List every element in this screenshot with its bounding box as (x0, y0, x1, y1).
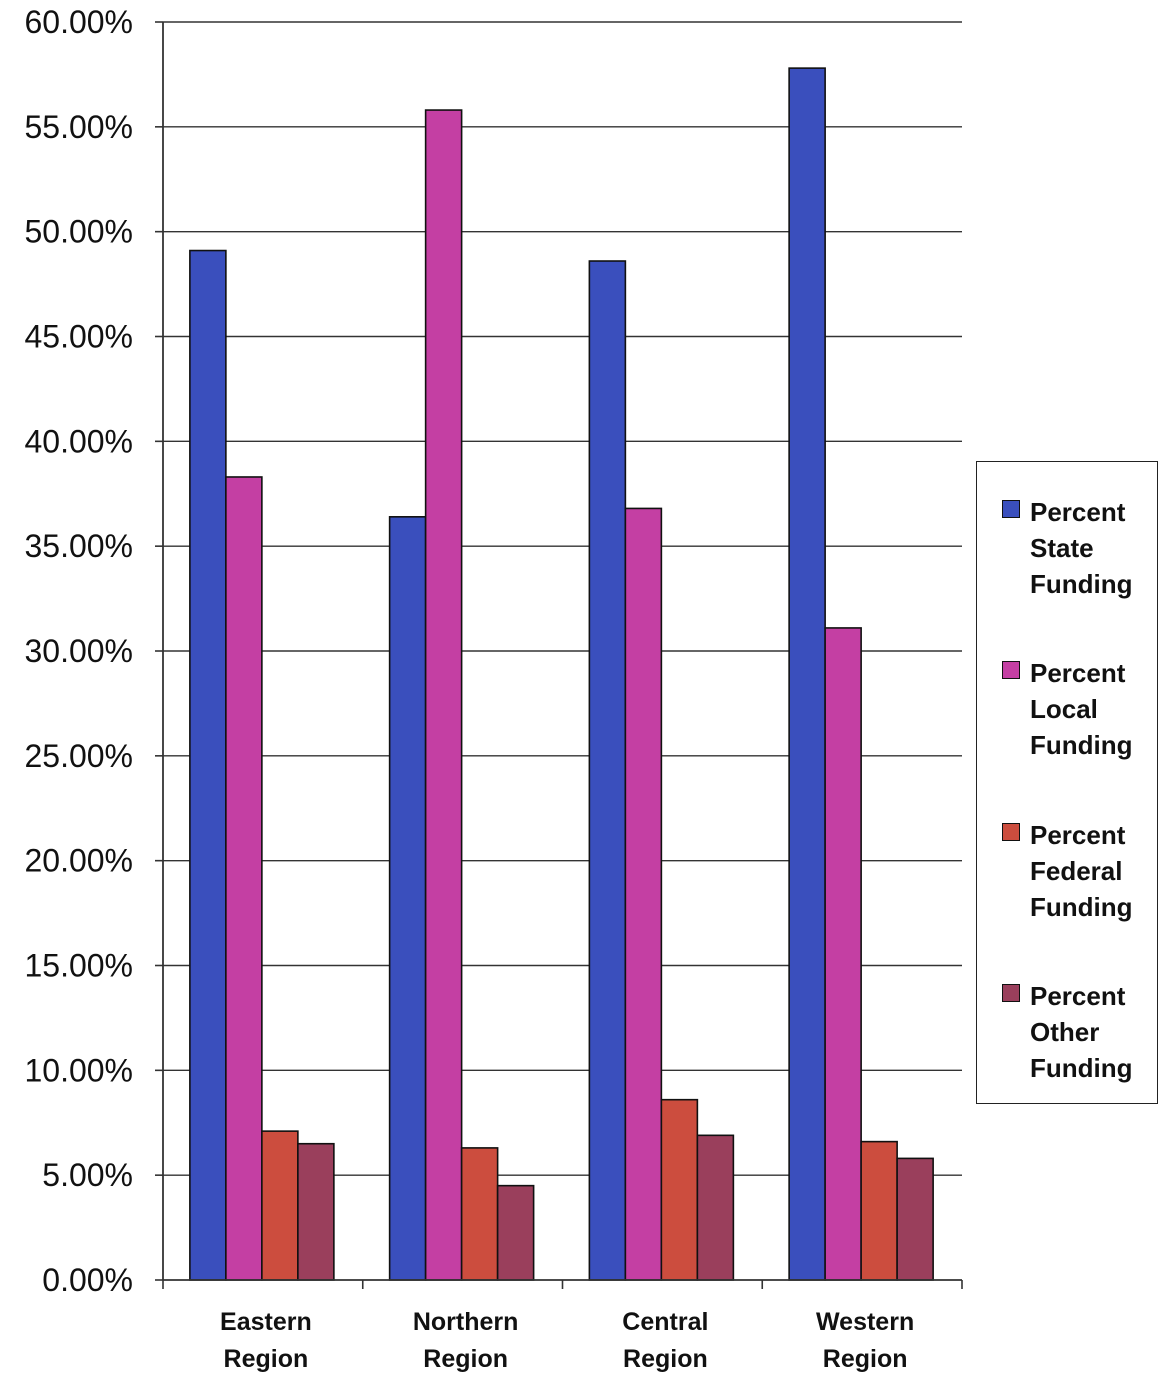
bar-percent-other-funding-1 (496, 1184, 535, 1281)
legend-label: Percent Other Funding (1030, 981, 1133, 1083)
y-tick-label: 25.00% (24, 738, 133, 774)
legend-label: Percent Local Funding (1030, 658, 1133, 760)
legend-label: Percent State Funding (1030, 497, 1133, 599)
legend-swatch (1002, 823, 1020, 841)
bar-percent-state-funding-2 (588, 260, 627, 1281)
bar-percent-federal-funding-0 (261, 1130, 299, 1281)
y-tick-label: 60.00% (24, 4, 133, 40)
x-category-label: Region (423, 1345, 508, 1373)
x-category-label: Region (823, 1345, 908, 1373)
bar-percent-local-funding-0 (225, 476, 263, 1281)
bar-percent-other-funding-2 (696, 1134, 735, 1281)
legend-label: Percent Federal Funding (1030, 820, 1133, 922)
y-tick-label: 55.00% (24, 109, 133, 145)
bar-percent-state-funding-3 (788, 67, 826, 1281)
y-tick-label: 20.00% (24, 843, 133, 879)
x-category-labels: Eastern Region Northern Region Central Region… (220, 1308, 914, 1373)
axes (155, 21, 963, 1289)
x-category-label: Central (622, 1308, 708, 1336)
y-tick-label: 15.00% (24, 948, 133, 984)
y-tick-label: 30.00% (24, 633, 133, 669)
bar-percent-local-funding-1 (424, 109, 463, 1281)
bar-percent-local-funding-2 (624, 507, 663, 1281)
bar-percent-state-funding-1 (388, 516, 427, 1281)
bar-percent-other-funding-0 (297, 1142, 335, 1281)
y-tick-label: 5.00% (42, 1157, 133, 1193)
y-tick-label: 45.00% (24, 319, 133, 355)
bar-percent-state-funding-0 (189, 249, 227, 1281)
bar-percent-local-funding-3 (824, 627, 862, 1281)
y-tick-label: 35.00% (24, 528, 133, 564)
bar-percent-federal-funding-3 (860, 1140, 898, 1281)
y-tick-label: 40.00% (24, 423, 133, 459)
x-category-label: Region (623, 1345, 708, 1373)
gridlines (163, 21, 962, 1176)
x-category-label: Western (816, 1308, 914, 1336)
x-category-label: Eastern (220, 1308, 312, 1336)
bar-percent-federal-funding-1 (460, 1147, 499, 1281)
x-category-label: Northern (413, 1308, 519, 1336)
x-category-label: Region (224, 1345, 309, 1373)
y-tick-label: 50.00% (24, 214, 133, 250)
y-tick-label: 0.00% (42, 1262, 133, 1298)
legend-swatch (1002, 661, 1020, 679)
bars (189, 67, 934, 1281)
y-tick-labels: 0.00% 5.00% 10.00% 15.00% 20.00% 25.00% 30.00%… (24, 4, 133, 1298)
legend-swatch (1002, 500, 1020, 518)
bar-percent-other-funding-3 (896, 1157, 934, 1281)
bar-percent-federal-funding-2 (660, 1098, 699, 1281)
legend: Percent State Funding Percent Local Fundi… (976, 461, 1158, 1104)
y-tick-label: 10.00% (24, 1052, 133, 1088)
legend-swatch (1002, 984, 1020, 1002)
